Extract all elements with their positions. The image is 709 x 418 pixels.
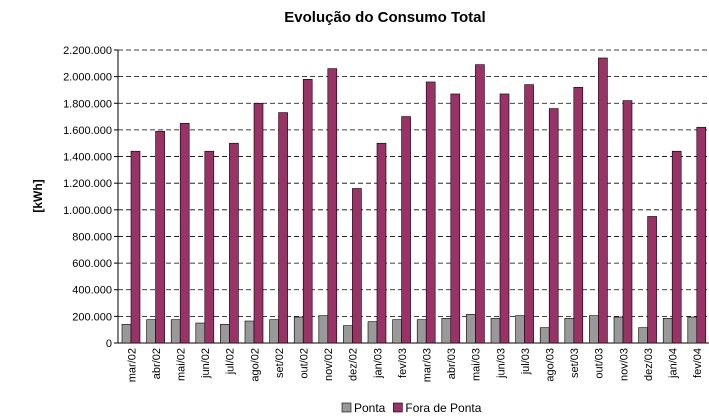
bar (441, 318, 452, 344)
legend-label: Fora de Ponta (405, 401, 481, 415)
bar (401, 116, 411, 344)
x-tick-label: mar/02 (126, 348, 138, 382)
bar (564, 318, 575, 344)
y-tick-label: 0 (106, 338, 112, 350)
y-tick-label: 2.000.000 (63, 72, 112, 84)
x-tick-label: ago/03 (545, 348, 557, 382)
bar (352, 188, 362, 344)
bar (589, 315, 599, 344)
x-tick-label: mai/02 (176, 348, 188, 381)
y-tick-label: 600.000 (72, 258, 112, 270)
bar (499, 93, 510, 344)
x-tick-label: set/02 (274, 348, 286, 378)
bar (548, 108, 559, 344)
bar (269, 319, 279, 344)
x-tick-label: mar/03 (422, 348, 434, 382)
bar (466, 314, 476, 344)
bar (179, 122, 190, 344)
bar (622, 100, 633, 344)
x-tick-label: ago/02 (249, 348, 261, 382)
bar (573, 86, 584, 344)
bar (662, 318, 673, 344)
bar (220, 324, 230, 344)
legend-swatch (393, 402, 403, 413)
x-tick-label: dez/02 (348, 348, 360, 381)
legend-label: Ponta (354, 401, 386, 415)
bar (293, 316, 304, 344)
x-tick-label: jan/03 (372, 348, 384, 379)
bar (204, 150, 215, 344)
x-tick-label: jan/04 (668, 348, 680, 379)
bar (613, 316, 624, 344)
bar (515, 315, 525, 344)
y-tick-label: 1.400.000 (63, 152, 112, 164)
x-tick-label: abr/02 (151, 348, 163, 379)
bar (450, 93, 461, 344)
x-tick-label: nov/02 (323, 348, 335, 381)
x-tick-label: dez/03 (643, 348, 655, 381)
bar (155, 130, 165, 344)
bar (392, 319, 402, 344)
x-tick-label: out/02 (299, 348, 311, 379)
bar (195, 322, 206, 344)
bar (598, 57, 608, 344)
chart-title: Evolução do Consumo Total (284, 9, 485, 26)
y-tick-label: 1.200.000 (63, 178, 112, 190)
x-tick-label: out/03 (594, 348, 606, 379)
bar (425, 81, 436, 344)
y-tick-label: 200.000 (72, 311, 112, 323)
x-tick-label: jun/03 (495, 348, 507, 379)
bar (647, 216, 657, 344)
y-tick-label: 1.000.000 (63, 205, 112, 217)
bar (696, 126, 707, 344)
bar (278, 112, 288, 344)
y-tick-label: 800.000 (72, 231, 112, 243)
x-tick-label: abr/03 (446, 348, 458, 379)
bar (671, 150, 682, 344)
bar (524, 84, 534, 344)
bar (130, 150, 141, 344)
bar (146, 319, 156, 344)
bar (376, 142, 387, 344)
x-tick-label: nov/03 (618, 348, 630, 381)
bar (367, 321, 378, 344)
x-tick-label: set/03 (569, 348, 581, 378)
bar (302, 79, 313, 344)
y-tick-label: 1.800.000 (63, 98, 112, 110)
bar (475, 64, 485, 344)
bar (416, 319, 427, 344)
bar (229, 142, 239, 344)
x-tick-label: fev/03 (397, 348, 409, 378)
x-tick-label: mai/03 (471, 348, 483, 381)
bar (343, 325, 353, 344)
y-tick-label: 2.200.000 (63, 45, 112, 57)
bar (539, 327, 550, 344)
x-tick-label: jul/03 (520, 348, 532, 375)
x-tick-label: jun/02 (200, 348, 212, 379)
y-axis-label: [kWh] (31, 179, 45, 212)
bar (170, 319, 181, 344)
bar (318, 315, 329, 344)
x-tick-label: jul/02 (225, 348, 237, 375)
bar (121, 324, 132, 344)
bar (253, 102, 264, 344)
bar (687, 316, 698, 344)
y-tick-label: 1.600.000 (63, 125, 112, 137)
legend-swatch (341, 402, 352, 413)
x-tick-label: fev/04 (692, 348, 704, 378)
bar (244, 320, 255, 344)
bar (490, 318, 501, 344)
bar (327, 68, 338, 344)
bar (638, 327, 648, 344)
y-tick-label: 400.000 (72, 285, 112, 297)
